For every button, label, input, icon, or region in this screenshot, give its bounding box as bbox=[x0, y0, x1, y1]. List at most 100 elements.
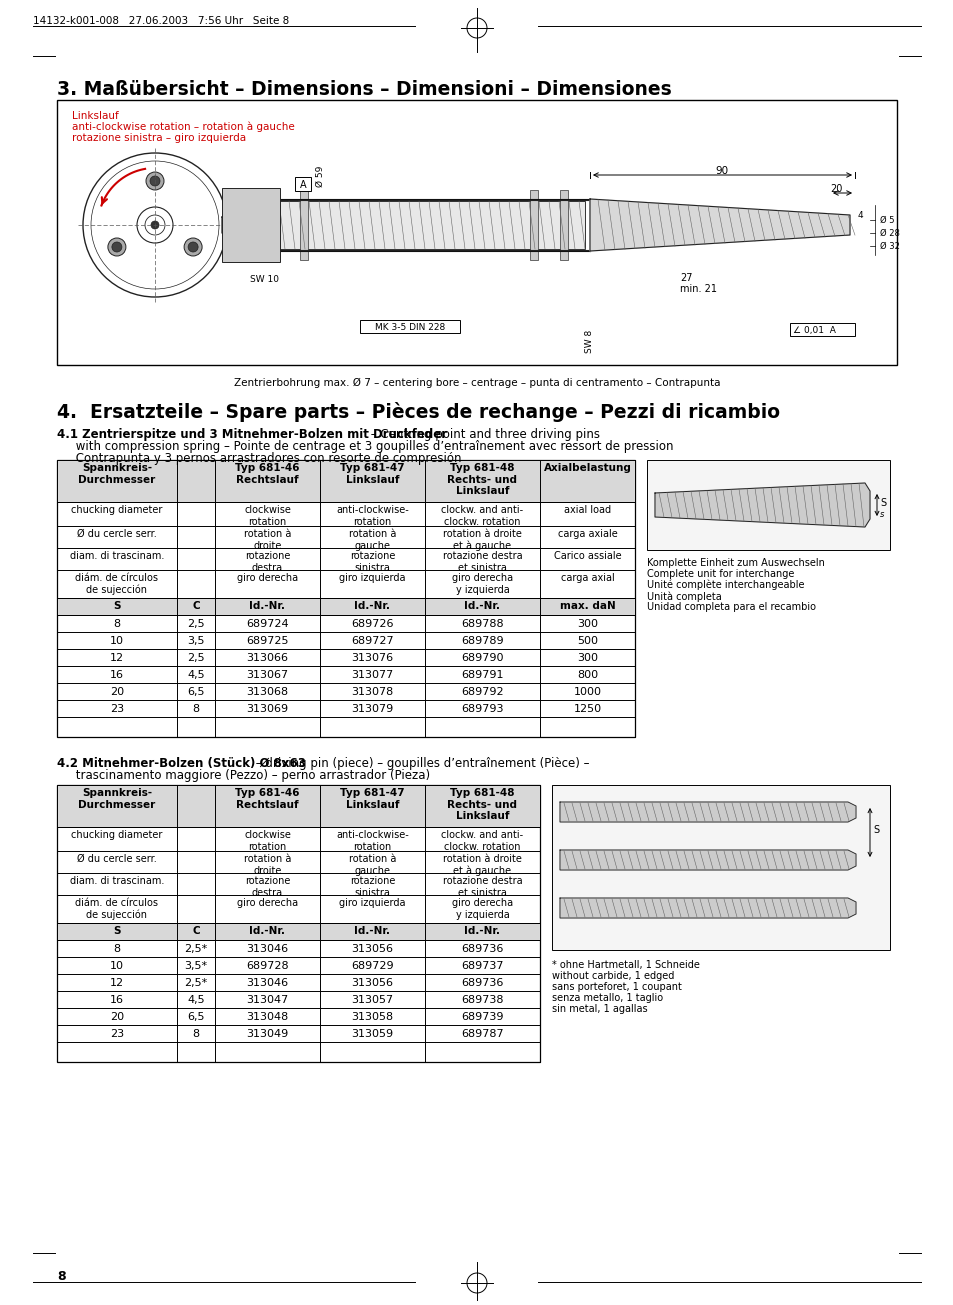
Text: 300: 300 bbox=[577, 619, 598, 629]
Text: 689736: 689736 bbox=[461, 977, 503, 988]
Text: S: S bbox=[113, 602, 121, 611]
Text: giro derecha
y izquierda: giro derecha y izquierda bbox=[452, 898, 513, 920]
Polygon shape bbox=[559, 898, 855, 917]
Text: 10: 10 bbox=[110, 960, 124, 971]
Circle shape bbox=[184, 238, 202, 256]
Text: 2,5: 2,5 bbox=[187, 619, 205, 629]
Text: 1250: 1250 bbox=[573, 703, 601, 714]
Text: carga axial: carga axial bbox=[560, 573, 614, 583]
Text: – Centring point and three driving pins: – Centring point and three driving pins bbox=[367, 428, 599, 441]
Text: rotation à droite
et à gauche: rotation à droite et à gauche bbox=[442, 853, 521, 876]
Text: anti-clockwise-
rotation: anti-clockwise- rotation bbox=[335, 830, 409, 852]
Text: 3. Maßübersicht – Dimensions – Dimensioni – Dimensiones: 3. Maßübersicht – Dimensions – Dimension… bbox=[57, 80, 671, 99]
Text: 313047: 313047 bbox=[246, 994, 289, 1005]
Text: giro izquierda: giro izquierda bbox=[339, 573, 405, 583]
Text: Contrapunta y 3 pernos arrastradores con resorte de compresión: Contrapunta y 3 pernos arrastradores con… bbox=[57, 452, 461, 465]
Text: 23: 23 bbox=[110, 1030, 124, 1039]
Bar bbox=[245, 201, 584, 249]
Text: anti-clockwise-
rotation: anti-clockwise- rotation bbox=[335, 505, 409, 527]
Text: Complete unit for interchange: Complete unit for interchange bbox=[646, 569, 794, 579]
Bar bbox=[789, 324, 854, 335]
Text: 12: 12 bbox=[110, 652, 124, 663]
Text: 689728: 689728 bbox=[246, 960, 289, 971]
Bar bbox=[646, 459, 889, 549]
Text: Id.-Nr.: Id.-Nr. bbox=[355, 602, 390, 611]
Text: Ø 28: Ø 28 bbox=[879, 228, 899, 238]
Text: Id.-Nr.: Id.-Nr. bbox=[464, 927, 500, 936]
Text: 313057: 313057 bbox=[351, 994, 394, 1005]
Text: ∠ 0,01  A: ∠ 0,01 A bbox=[792, 326, 835, 335]
Text: sin metal, 1 agallas: sin metal, 1 agallas bbox=[552, 1004, 647, 1014]
Text: 313056: 313056 bbox=[351, 944, 393, 954]
Circle shape bbox=[146, 172, 164, 191]
Circle shape bbox=[188, 241, 198, 252]
Text: MK 3-5 DIN 228: MK 3-5 DIN 228 bbox=[375, 324, 445, 331]
Bar bbox=[299, 191, 308, 260]
Text: s: s bbox=[879, 510, 883, 519]
Text: rotazione
destra: rotazione destra bbox=[245, 876, 290, 898]
Text: Typ 681-48
Rechts- und
Linkslauf: Typ 681-48 Rechts- und Linkslauf bbox=[447, 463, 517, 496]
Text: 3,5: 3,5 bbox=[187, 636, 205, 646]
Polygon shape bbox=[559, 850, 855, 870]
Text: 300: 300 bbox=[577, 652, 598, 663]
Text: 313049: 313049 bbox=[246, 1030, 289, 1039]
Text: 313058: 313058 bbox=[351, 1011, 394, 1022]
Text: 689727: 689727 bbox=[351, 636, 394, 646]
Text: 4.2 Mitnehmer-Bolzen (Stück) Ø 8x63: 4.2 Mitnehmer-Bolzen (Stück) Ø 8x63 bbox=[57, 757, 306, 770]
Text: Typ 681-47
Linkslauf: Typ 681-47 Linkslauf bbox=[340, 463, 404, 484]
Text: Unità completa: Unità completa bbox=[646, 591, 721, 602]
Text: diám. de círculos
de sujección: diám. de círculos de sujección bbox=[75, 573, 158, 595]
Bar bbox=[294, 177, 311, 191]
Text: Ø 32: Ø 32 bbox=[879, 241, 899, 251]
Text: 689789: 689789 bbox=[460, 636, 503, 646]
Text: 313056: 313056 bbox=[351, 977, 393, 988]
Text: sans porteforet, 1 coupant: sans porteforet, 1 coupant bbox=[552, 981, 681, 992]
Text: chucking diameter: chucking diameter bbox=[71, 505, 163, 515]
Bar bbox=[57, 786, 539, 1062]
Text: SW 10: SW 10 bbox=[250, 275, 278, 284]
Text: 689738: 689738 bbox=[460, 994, 503, 1005]
Text: 16: 16 bbox=[110, 994, 124, 1005]
Text: 313077: 313077 bbox=[351, 669, 394, 680]
Text: 689793: 689793 bbox=[460, 703, 503, 714]
Text: Axialbelastung: Axialbelastung bbox=[543, 463, 631, 472]
Text: Typ 681-48
Rechts- und
Linkslauf: Typ 681-48 Rechts- und Linkslauf bbox=[447, 788, 517, 821]
Text: 689737: 689737 bbox=[460, 960, 503, 971]
Text: S: S bbox=[879, 499, 885, 508]
Text: Unité complète interchangeable: Unité complète interchangeable bbox=[646, 579, 803, 590]
Polygon shape bbox=[655, 483, 869, 527]
Text: 20: 20 bbox=[110, 686, 124, 697]
Text: max. daN: max. daN bbox=[559, 602, 615, 611]
Text: 6,5: 6,5 bbox=[187, 1011, 205, 1022]
Text: Ø 59: Ø 59 bbox=[315, 166, 324, 187]
Text: 689739: 689739 bbox=[460, 1011, 503, 1022]
Text: 16: 16 bbox=[110, 669, 124, 680]
Text: C: C bbox=[192, 602, 199, 611]
Text: Typ 681-46
Rechtslauf: Typ 681-46 Rechtslauf bbox=[235, 788, 299, 809]
Text: Typ 681-47
Linkslauf: Typ 681-47 Linkslauf bbox=[340, 788, 404, 809]
Text: 313068: 313068 bbox=[246, 686, 288, 697]
Text: rotazione destra
et sinistra: rotazione destra et sinistra bbox=[442, 551, 521, 573]
Text: 313046: 313046 bbox=[246, 944, 288, 954]
Text: 12: 12 bbox=[110, 977, 124, 988]
Text: anti-clockwise rotation – rotation à gauche: anti-clockwise rotation – rotation à gau… bbox=[71, 121, 294, 133]
Text: S: S bbox=[113, 927, 121, 936]
Text: 3,5*: 3,5* bbox=[184, 960, 208, 971]
Text: diám. de círculos
de sujección: diám. de círculos de sujección bbox=[75, 898, 158, 920]
Text: 8: 8 bbox=[57, 1270, 66, 1283]
Text: 4,5: 4,5 bbox=[187, 994, 205, 1005]
Circle shape bbox=[112, 241, 122, 252]
Bar bbox=[222, 188, 280, 262]
Text: Zentrierbohrung max. Ø 7 – centering bore – centrage – punta di centramento – Co: Zentrierbohrung max. Ø 7 – centering bor… bbox=[233, 378, 720, 388]
Text: with compression spring – Pointe de centrage et 3 goupilles d’entraînement avec : with compression spring – Pointe de cent… bbox=[57, 440, 673, 453]
Text: 689790: 689790 bbox=[460, 652, 503, 663]
Bar bbox=[530, 191, 537, 260]
Text: C: C bbox=[192, 927, 199, 936]
Text: clockwise
rotation: clockwise rotation bbox=[244, 505, 291, 527]
Text: rotazione
sinistra: rotazione sinistra bbox=[350, 876, 395, 898]
Bar bbox=[57, 598, 635, 615]
Text: 2,5*: 2,5* bbox=[184, 977, 208, 988]
Text: 500: 500 bbox=[577, 636, 598, 646]
Text: 313079: 313079 bbox=[351, 703, 394, 714]
Bar bbox=[552, 786, 889, 950]
